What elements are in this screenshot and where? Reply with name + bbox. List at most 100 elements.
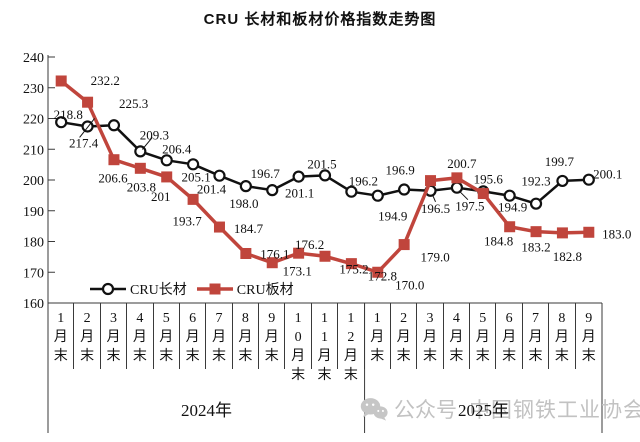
y-tick-label: 210 — [23, 143, 44, 158]
data-value-label: 205.1 — [181, 169, 210, 184]
flat-products-point — [583, 226, 595, 238]
y-tick-label: 200 — [23, 174, 44, 189]
label-leader-line — [141, 137, 153, 150]
data-value-label: 201.1 — [285, 186, 314, 201]
series-layer — [55, 75, 595, 278]
long-products-point — [160, 154, 173, 167]
legend-label-flat-products: CRU板材 — [236, 283, 294, 298]
long-products-point — [450, 181, 464, 194]
flat-products-point — [187, 193, 199, 205]
data-value-label: 194.9 — [378, 209, 407, 224]
long-products-point — [371, 189, 384, 202]
data-value-label: 182.8 — [553, 249, 582, 264]
long-products-point — [186, 158, 200, 171]
data-value-label: 183.0 — [602, 226, 631, 241]
data-value-label: 173.1 — [283, 264, 312, 279]
long-products-point — [213, 169, 226, 182]
flat-products-point — [134, 162, 146, 174]
flat-products-point — [530, 226, 542, 238]
watermark-prefix: 公众号 — [394, 398, 457, 422]
data-value-label: 206.4 — [162, 141, 192, 156]
long-products-point — [292, 170, 305, 183]
data-value-label: 179.0 — [421, 250, 450, 265]
flat-products-point — [425, 175, 437, 187]
flat-products-point — [108, 154, 120, 166]
data-value-label: 209.3 — [140, 127, 169, 142]
long-products-point — [529, 197, 543, 210]
data-value-label: 175.2 — [339, 261, 368, 276]
flat-products-point — [161, 171, 173, 183]
data-value-label: 197.5 — [455, 199, 484, 214]
open-circle-marker-icon — [90, 282, 126, 296]
watermark-account-name: 中国钢铁工业协会 — [469, 398, 640, 422]
flat-products-point — [240, 247, 252, 259]
label-leader-line — [458, 190, 469, 201]
data-value-label: 184.8 — [484, 234, 513, 249]
data-value-label: 200.7 — [447, 156, 477, 171]
long-products-point — [345, 185, 358, 198]
data-value-label: 196.5 — [421, 201, 450, 216]
data-value-label: 200.1 — [593, 167, 622, 182]
flat-products-point — [556, 227, 568, 239]
data-value-label: 196.9 — [386, 163, 415, 178]
legend-label-long-products: CRU长材 — [130, 283, 187, 298]
data-value-label: 199.7 — [545, 154, 575, 169]
data-value-label: 196.2 — [349, 174, 378, 189]
data-value-label: 194.9 — [498, 200, 527, 215]
long-products-point — [266, 184, 279, 197]
data-value-label: 201.5 — [307, 156, 336, 171]
data-value-label: 193.7 — [172, 213, 202, 228]
y-tick-label: 180 — [23, 236, 44, 251]
data-value-label: 206.6 — [98, 171, 128, 186]
data-value-label: 196.7 — [251, 166, 281, 181]
data-value-label: 192.3 — [521, 174, 550, 189]
data-value-label: 172.8 — [368, 269, 397, 284]
flat-products-point — [319, 250, 331, 262]
flat-products-point — [82, 96, 94, 108]
data-value-label: 176.2 — [295, 237, 324, 252]
data-value-label: 232.2 — [91, 73, 120, 88]
watermark: 公众号 中国钢铁工业协会 — [360, 392, 640, 426]
flat-products-point — [55, 75, 67, 87]
long-products-point — [107, 119, 121, 132]
data-value-label: 183.2 — [521, 240, 550, 255]
y-tick-label: 170 — [23, 266, 44, 281]
year-label-2025: 2025年 — [458, 401, 509, 420]
y-tick-label: 220 — [23, 113, 44, 128]
y-tick-label: 230 — [23, 82, 44, 97]
data-value-label: 198.0 — [229, 196, 258, 211]
y-tick-label: 160 — [23, 297, 44, 312]
data-value-label: 225.3 — [119, 96, 148, 111]
label-leader-line — [432, 194, 436, 202]
chart-title: CRU 长材和板材价格指数走势图 — [203, 11, 437, 28]
long-products-point — [318, 169, 332, 182]
data-value-label: 176.1 — [260, 246, 289, 261]
label-leader-line — [79, 118, 95, 138]
long-products-point — [398, 183, 411, 196]
filled-square-marker-icon — [196, 283, 233, 295]
chart-legend: CRU长材 CRU板材 — [90, 279, 294, 299]
data-value-label: 203.8 — [127, 179, 156, 194]
axes: 240 230 220 210 200 190 180 170 160 — [23, 51, 603, 433]
data-value-label: 218.8 — [54, 107, 83, 122]
data-value-label: 201 — [151, 189, 171, 204]
